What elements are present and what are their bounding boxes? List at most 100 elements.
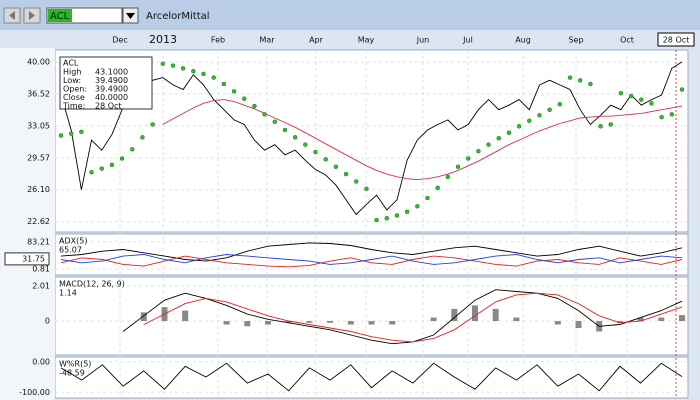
info-key: High <box>63 68 81 77</box>
sar-dot <box>537 113 542 118</box>
sar-dot <box>272 119 278 124</box>
sar-dot <box>598 124 603 129</box>
sar-dot <box>211 75 216 80</box>
info-key: Open: <box>63 85 87 94</box>
histogram-bar <box>679 315 685 322</box>
sar-dot <box>547 107 552 112</box>
indicator-name: ADX(5) <box>59 237 87 246</box>
sar-dot <box>68 131 74 136</box>
indicator-readout: -48.59 <box>59 369 85 378</box>
series-line <box>143 292 683 343</box>
histogram-bar <box>327 321 334 323</box>
histogram-bar <box>223 321 230 325</box>
histogram-bar <box>285 321 292 323</box>
histogram-bar <box>658 317 665 322</box>
histogram-bar <box>616 321 623 323</box>
sar-dot <box>659 114 664 120</box>
sar-dot <box>170 63 176 68</box>
y-axis-area <box>0 48 55 400</box>
sar-dot <box>455 164 461 169</box>
info-value: 40.0000 <box>95 93 128 102</box>
info-value: 39.4900 <box>95 76 128 85</box>
indicator-readout: 1.14 <box>59 289 77 298</box>
info-value: 39.4900 <box>95 85 128 94</box>
info-key: Low: <box>63 76 81 85</box>
sar-dot <box>252 103 257 109</box>
sar-dot <box>394 213 400 218</box>
sar-dot <box>374 217 379 223</box>
histogram-bar <box>389 321 396 325</box>
histogram-bar <box>265 321 271 325</box>
y-tick-label: 29.57 <box>27 153 50 162</box>
series-line <box>60 255 683 268</box>
sar-dot <box>99 166 104 171</box>
series-line <box>60 242 683 262</box>
histogram-bar <box>140 312 147 322</box>
series-line <box>60 254 683 265</box>
x-tick-label: Dec <box>112 36 127 45</box>
y-tick-label: 2.01 <box>32 282 50 291</box>
sar-dot <box>180 66 186 71</box>
sar-dot <box>109 162 115 168</box>
sar-dot <box>333 164 339 169</box>
sar-dot <box>577 78 583 83</box>
histogram-bar <box>244 321 251 327</box>
histogram-bar <box>306 321 313 323</box>
sar-dot <box>435 185 440 191</box>
sar-dot <box>639 97 644 102</box>
y-tick-label: 33.05 <box>27 121 50 130</box>
sar-dot <box>608 122 613 127</box>
cursor-date-box <box>657 32 695 47</box>
sar-dot <box>323 157 328 162</box>
panel <box>54 233 689 276</box>
company-name: ArcelorMittal <box>146 11 210 22</box>
sar-dot <box>221 81 227 87</box>
forward-arrow <box>29 11 35 20</box>
y-tick-label: 36.52 <box>27 89 50 98</box>
histogram-bar <box>554 321 561 325</box>
panel <box>54 276 689 356</box>
symbol-highlight <box>48 9 72 22</box>
sar-dot <box>415 204 420 209</box>
sar-dot <box>150 122 155 127</box>
y-tick-label: 0.81 <box>32 265 50 274</box>
indicator-name: MACD(12, 26, 9) <box>59 280 125 289</box>
dropdown-arrow <box>126 13 135 19</box>
x-tick-label: Jul <box>462 36 473 45</box>
y-tick-label: 40.00 <box>27 57 50 66</box>
sar-dot <box>669 112 675 117</box>
sar-dot <box>445 174 451 180</box>
sar-dot <box>384 215 390 221</box>
indicator-name: W%R(5) <box>59 360 91 369</box>
sar-dot <box>588 81 593 87</box>
sar-dot <box>130 147 135 152</box>
sar-dot <box>353 179 359 184</box>
x-tick-label: May <box>358 36 375 45</box>
x-tick-label: Oct <box>620 36 634 45</box>
sar-dot <box>679 87 685 92</box>
y-tick-label: 0.00 <box>32 357 50 366</box>
sar-dot <box>292 135 298 140</box>
x-tick-label: Feb <box>211 36 225 45</box>
sar-dot <box>119 156 125 161</box>
sar-dot <box>140 135 145 140</box>
sar-dot <box>364 186 369 192</box>
histogram-bar <box>575 321 582 329</box>
sar-dot <box>425 195 430 201</box>
y-tick-label: 83.21 <box>27 237 50 246</box>
sar-dot <box>465 156 471 161</box>
series-line <box>162 99 683 181</box>
y-tick-label: 0 <box>45 317 50 326</box>
info-value: 43.1000 <box>95 68 128 77</box>
sar-dot <box>496 135 502 141</box>
sar-dot <box>628 93 634 99</box>
x-tick-label: 28 Oct <box>663 36 690 45</box>
info-value: 28 Oct <box>95 102 122 111</box>
histogram-bar <box>492 308 499 322</box>
x-tick-label: Aug <box>515 36 531 45</box>
y-tick-label: -100.00 <box>19 388 50 397</box>
sar-dot <box>486 142 491 147</box>
histogram-bar <box>368 321 375 325</box>
